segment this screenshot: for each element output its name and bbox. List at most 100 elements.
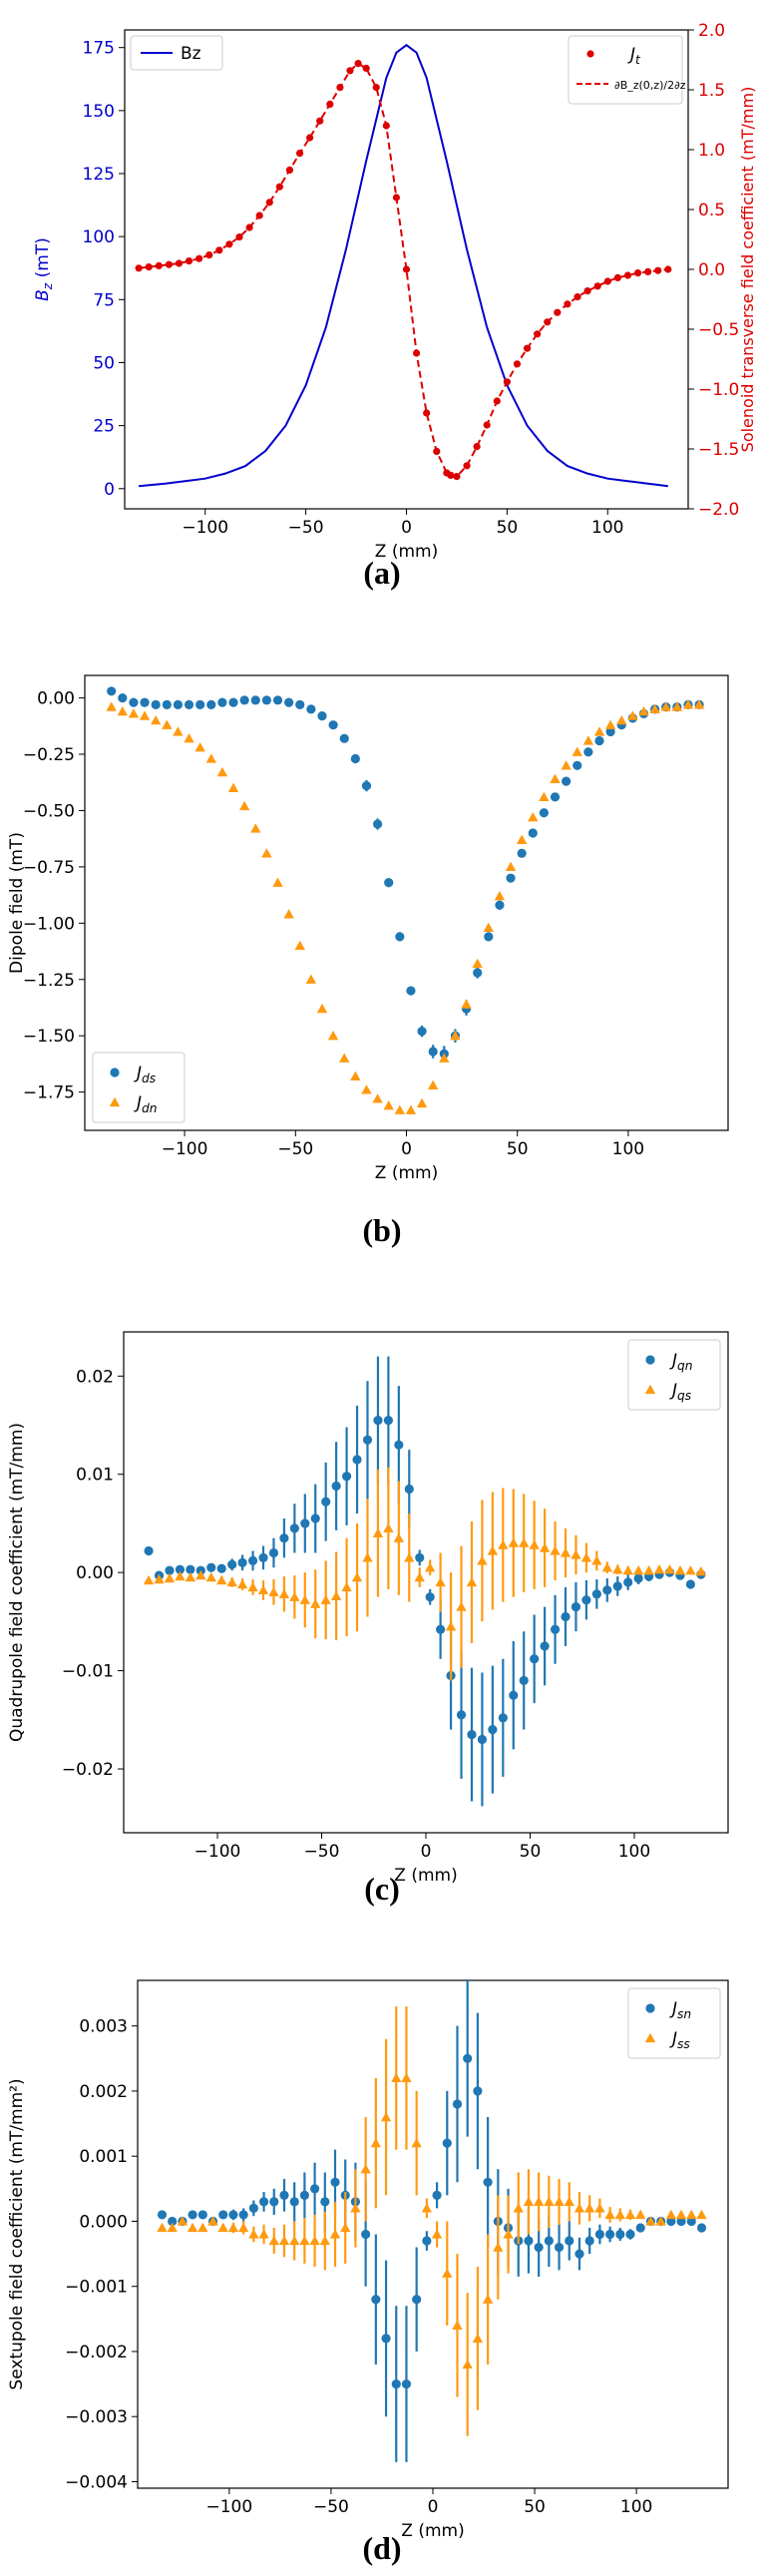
y-tick-label: −0.25 (23, 745, 75, 765)
series-jt-point (664, 265, 672, 273)
point-j-sn (544, 2236, 554, 2246)
x-axis-label: Z (mm) (401, 2521, 464, 2541)
point-j-dn (350, 1071, 361, 1080)
point-j-qn (519, 1675, 529, 1686)
point-j-dn (361, 1084, 372, 1094)
point-j-qn (571, 1602, 581, 1612)
point-j-qs (445, 1621, 457, 1631)
y-tick-label: 150 (83, 102, 115, 122)
series-jt-point (433, 447, 441, 455)
point-j-qs (185, 1571, 196, 1582)
point-j-ss (462, 2359, 473, 2369)
point-j-qn (175, 1564, 186, 1574)
point-j-ds (473, 968, 483, 978)
y2-tick-label: −2.0 (698, 500, 739, 520)
point-j-dn (604, 719, 616, 729)
point-j-ss (655, 2216, 666, 2226)
point-j-ss (431, 2229, 443, 2239)
series-jt-point (336, 84, 344, 92)
point-j-qn (456, 1710, 467, 1720)
x-tick-label: 50 (524, 2497, 546, 2517)
point-j-ds (151, 699, 161, 709)
point-j-qs (257, 1584, 269, 1595)
point-j-qs (466, 1576, 478, 1587)
point-j-ss (278, 2235, 290, 2246)
point-j-qn (477, 1734, 488, 1745)
point-j-ds (284, 697, 294, 707)
point-j-ss (503, 2229, 514, 2239)
series-jt-point (493, 397, 501, 405)
series-jt-point (544, 318, 552, 326)
y2-tick-label: −1.0 (698, 380, 739, 400)
point-j-qn (373, 1415, 383, 1426)
point-j-qn (415, 1552, 425, 1562)
series-jt-point (235, 233, 243, 241)
point-j-ds (228, 697, 238, 707)
point-j-dn (216, 766, 228, 777)
x-tick-label: −100 (194, 1842, 241, 1862)
point-j-dn (305, 974, 317, 984)
point-j-qs (236, 1578, 248, 1589)
x-tick-label: −50 (313, 2497, 349, 2517)
point-j-qn (186, 1564, 195, 1574)
point-j-qn (206, 1562, 216, 1572)
series-jt-point (245, 223, 253, 231)
point-j-sn (432, 2190, 442, 2200)
series-jt-point (623, 271, 632, 279)
series-jt-point (613, 273, 621, 281)
point-j-ss (645, 2216, 656, 2226)
x-tick-label: −100 (206, 2497, 253, 2517)
point-j-sn (565, 2236, 574, 2246)
series-jt-point (654, 266, 662, 274)
point-j-qn (633, 1573, 643, 1583)
point-j-ss (329, 2229, 341, 2239)
point-j-qs (519, 1537, 530, 1547)
point-j-qs (560, 1547, 572, 1557)
series-jt-point (564, 300, 572, 308)
point-j-qs (310, 1598, 321, 1608)
point-j-ds (417, 1027, 427, 1037)
y-tick-label: 125 (83, 165, 115, 185)
point-j-qn (300, 1518, 310, 1528)
point-j-qs (508, 1537, 519, 1547)
point-j-ss (207, 2216, 218, 2226)
point-j-ss (513, 2203, 524, 2213)
point-j-qs (643, 1564, 654, 1575)
y2-tick-label: −1.5 (698, 440, 739, 460)
point-j-ds (339, 733, 349, 743)
point-j-sn (248, 2203, 258, 2213)
point-j-sn (391, 2378, 401, 2389)
point-j-qs (299, 1594, 310, 1604)
series-jt-point (326, 100, 334, 108)
point-j-ds (118, 692, 128, 703)
point-j-qn (498, 1713, 508, 1723)
point-j-sn (473, 2086, 483, 2096)
chart-b: −100 −50 0 50 100 Z (mm) 0.00 −0.25 −0.50 −0.75 −1… (7, 674, 729, 1183)
point-j-sn (361, 2229, 371, 2240)
series-jt-point (175, 259, 184, 267)
point-j-ds (495, 900, 505, 910)
series-jt-point (483, 421, 491, 429)
y-tick-label: −0.75 (23, 858, 75, 878)
point-j-dn (616, 714, 627, 725)
point-j-qs (226, 1576, 237, 1587)
point-j-qs (664, 1564, 675, 1574)
point-j-qs (539, 1542, 551, 1552)
point-j-qn (247, 1555, 258, 1565)
point-j-ss (319, 2235, 331, 2246)
caption-c: (c) (364, 1871, 400, 1907)
point-j-dn (250, 823, 261, 833)
point-j-qs (393, 1532, 405, 1542)
legend-left-box (130, 35, 223, 71)
point-j-ss (401, 2072, 412, 2083)
point-j-qs (529, 1539, 540, 1549)
point-j-qs (487, 1545, 499, 1555)
point-j-ds (372, 819, 383, 829)
point-j-dn (494, 891, 506, 901)
point-j-dn (106, 701, 117, 711)
point-j-qs (320, 1594, 331, 1604)
point-j-sn (686, 2216, 696, 2227)
point-j-dn (316, 1003, 328, 1014)
point-j-sn (320, 2197, 330, 2207)
point-j-dn (660, 701, 671, 711)
